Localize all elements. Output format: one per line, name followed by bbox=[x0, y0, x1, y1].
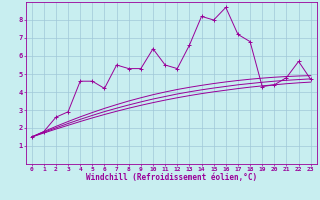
X-axis label: Windchill (Refroidissement éolien,°C): Windchill (Refroidissement éolien,°C) bbox=[86, 173, 257, 182]
